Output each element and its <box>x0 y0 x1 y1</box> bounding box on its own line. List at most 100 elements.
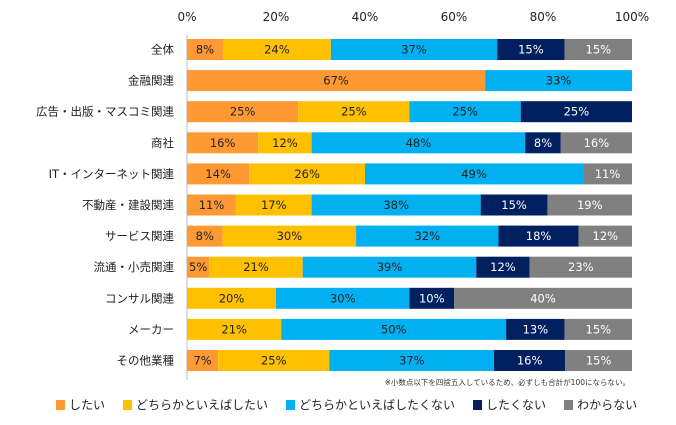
x-tick-label: 60% <box>441 10 468 24</box>
category-label: 広告・出版・マスコミ関連 <box>36 105 174 119</box>
bar-segment <box>497 39 565 60</box>
bar-segment <box>187 318 282 340</box>
legend-label: どちらかといえばしたい <box>136 398 269 412</box>
bar-segment <box>281 318 507 340</box>
legend-label: したい <box>69 398 106 412</box>
bar-segment <box>222 225 357 247</box>
data-label: 37% <box>401 43 427 57</box>
legend-swatch <box>286 399 296 410</box>
bar-segment <box>520 101 632 123</box>
data-label: 19% <box>577 198 603 212</box>
bar-segment <box>409 287 454 309</box>
bar-segment <box>565 350 632 371</box>
data-label: 32% <box>415 229 441 243</box>
bar-segment <box>235 194 312 216</box>
bar-segment <box>494 350 566 371</box>
data-label: 14% <box>205 167 231 181</box>
legend-label: どちらかといえばしたくない <box>299 398 456 412</box>
data-label: 21% <box>243 260 269 274</box>
bar-segment <box>560 132 632 154</box>
category-label: 不動産・建設関連 <box>82 198 174 212</box>
bar-segment <box>329 350 495 371</box>
legend-swatch <box>123 399 133 410</box>
bar-segment <box>187 256 210 278</box>
bar-segment <box>311 194 481 216</box>
bar-segment <box>187 194 236 216</box>
bar-segment <box>547 194 632 216</box>
data-label: 8% <box>196 43 214 57</box>
stacked-bar-chart: 0% 20% 40% 60% 80% 100% 全体 8% 24% 37% 15% 15% 金融関連 67… <box>36 10 649 382</box>
x-tick-label: 20% <box>263 10 290 24</box>
category-label: 流通・小売関連 <box>94 260 175 274</box>
bar-segment <box>311 132 526 154</box>
data-label: 8% <box>534 136 552 150</box>
bar-segment <box>187 225 223 247</box>
data-label: 25% <box>230 105 256 119</box>
legend-item: どちらかといえばしたくない <box>286 396 455 413</box>
data-label: 37% <box>399 354 425 368</box>
bar-segment <box>187 70 486 92</box>
bar-segment <box>498 225 579 247</box>
bar-segment <box>187 132 259 154</box>
legend-item: わからない <box>564 396 637 413</box>
legend-swatch <box>564 399 574 410</box>
data-label: 49% <box>461 167 487 181</box>
bar-segment <box>276 287 410 309</box>
x-tick-label: 40% <box>352 10 379 24</box>
data-label: 30% <box>277 229 303 243</box>
legend-swatch <box>56 399 65 410</box>
category-label: その他業種 <box>117 354 175 368</box>
x-tick-label: 80% <box>530 10 557 24</box>
data-label: 21% <box>221 322 247 336</box>
bar-segment <box>409 101 521 123</box>
data-label: 12% <box>272 136 298 150</box>
data-label: 17% <box>261 198 287 212</box>
category-label: 商社 <box>151 136 174 150</box>
data-label: 48% <box>406 136 432 150</box>
bar-segment <box>222 39 331 60</box>
category-label: サービス関連 <box>105 229 174 243</box>
legend-label: わからない <box>577 398 638 412</box>
data-label: 20% <box>219 291 245 305</box>
data-label: 8% <box>196 229 214 243</box>
data-label: 25% <box>341 105 367 119</box>
x-tick-label: 100% <box>615 10 649 24</box>
bar-segment <box>529 256 632 278</box>
bar-segment <box>209 256 303 278</box>
bar-segment <box>564 39 632 60</box>
bar-segment <box>298 101 410 123</box>
data-label: 16% <box>584 136 610 150</box>
data-label: 39% <box>377 260 403 274</box>
bar-segment <box>365 163 584 185</box>
data-label: 26% <box>294 167 320 181</box>
bar-segment <box>583 163 632 185</box>
category-label: 全体 <box>151 43 174 57</box>
bar-segment <box>564 318 632 340</box>
bar-segment <box>485 70 632 92</box>
bar-segment <box>258 132 312 154</box>
bar-segment <box>187 163 250 185</box>
rounding-note: ※小数点以下を四捨五入しているため、必ずしも合計が100にならない。 <box>384 378 630 387</box>
data-label: 25% <box>564 105 590 119</box>
category-label: コンサル関連 <box>105 291 174 305</box>
data-label: 13% <box>523 322 549 336</box>
data-label: 67% <box>323 74 349 88</box>
data-label: 50% <box>381 322 407 336</box>
bar-segment <box>525 132 561 154</box>
legend-label: したくない <box>486 398 547 412</box>
data-label: 15% <box>586 322 612 336</box>
data-label: 5% <box>189 260 207 274</box>
bar-segment <box>249 163 365 185</box>
data-label: 25% <box>261 354 287 368</box>
bar-segment <box>187 287 276 309</box>
data-label: 12% <box>490 260 516 274</box>
legend-item: したい <box>56 396 105 413</box>
data-label: 11% <box>595 167 621 181</box>
data-label: 7% <box>193 354 211 368</box>
data-label: 33% <box>546 74 572 88</box>
data-label: 40% <box>530 291 556 305</box>
data-label: 16% <box>517 354 543 368</box>
data-label: 30% <box>330 291 356 305</box>
bar-segment <box>454 287 632 309</box>
